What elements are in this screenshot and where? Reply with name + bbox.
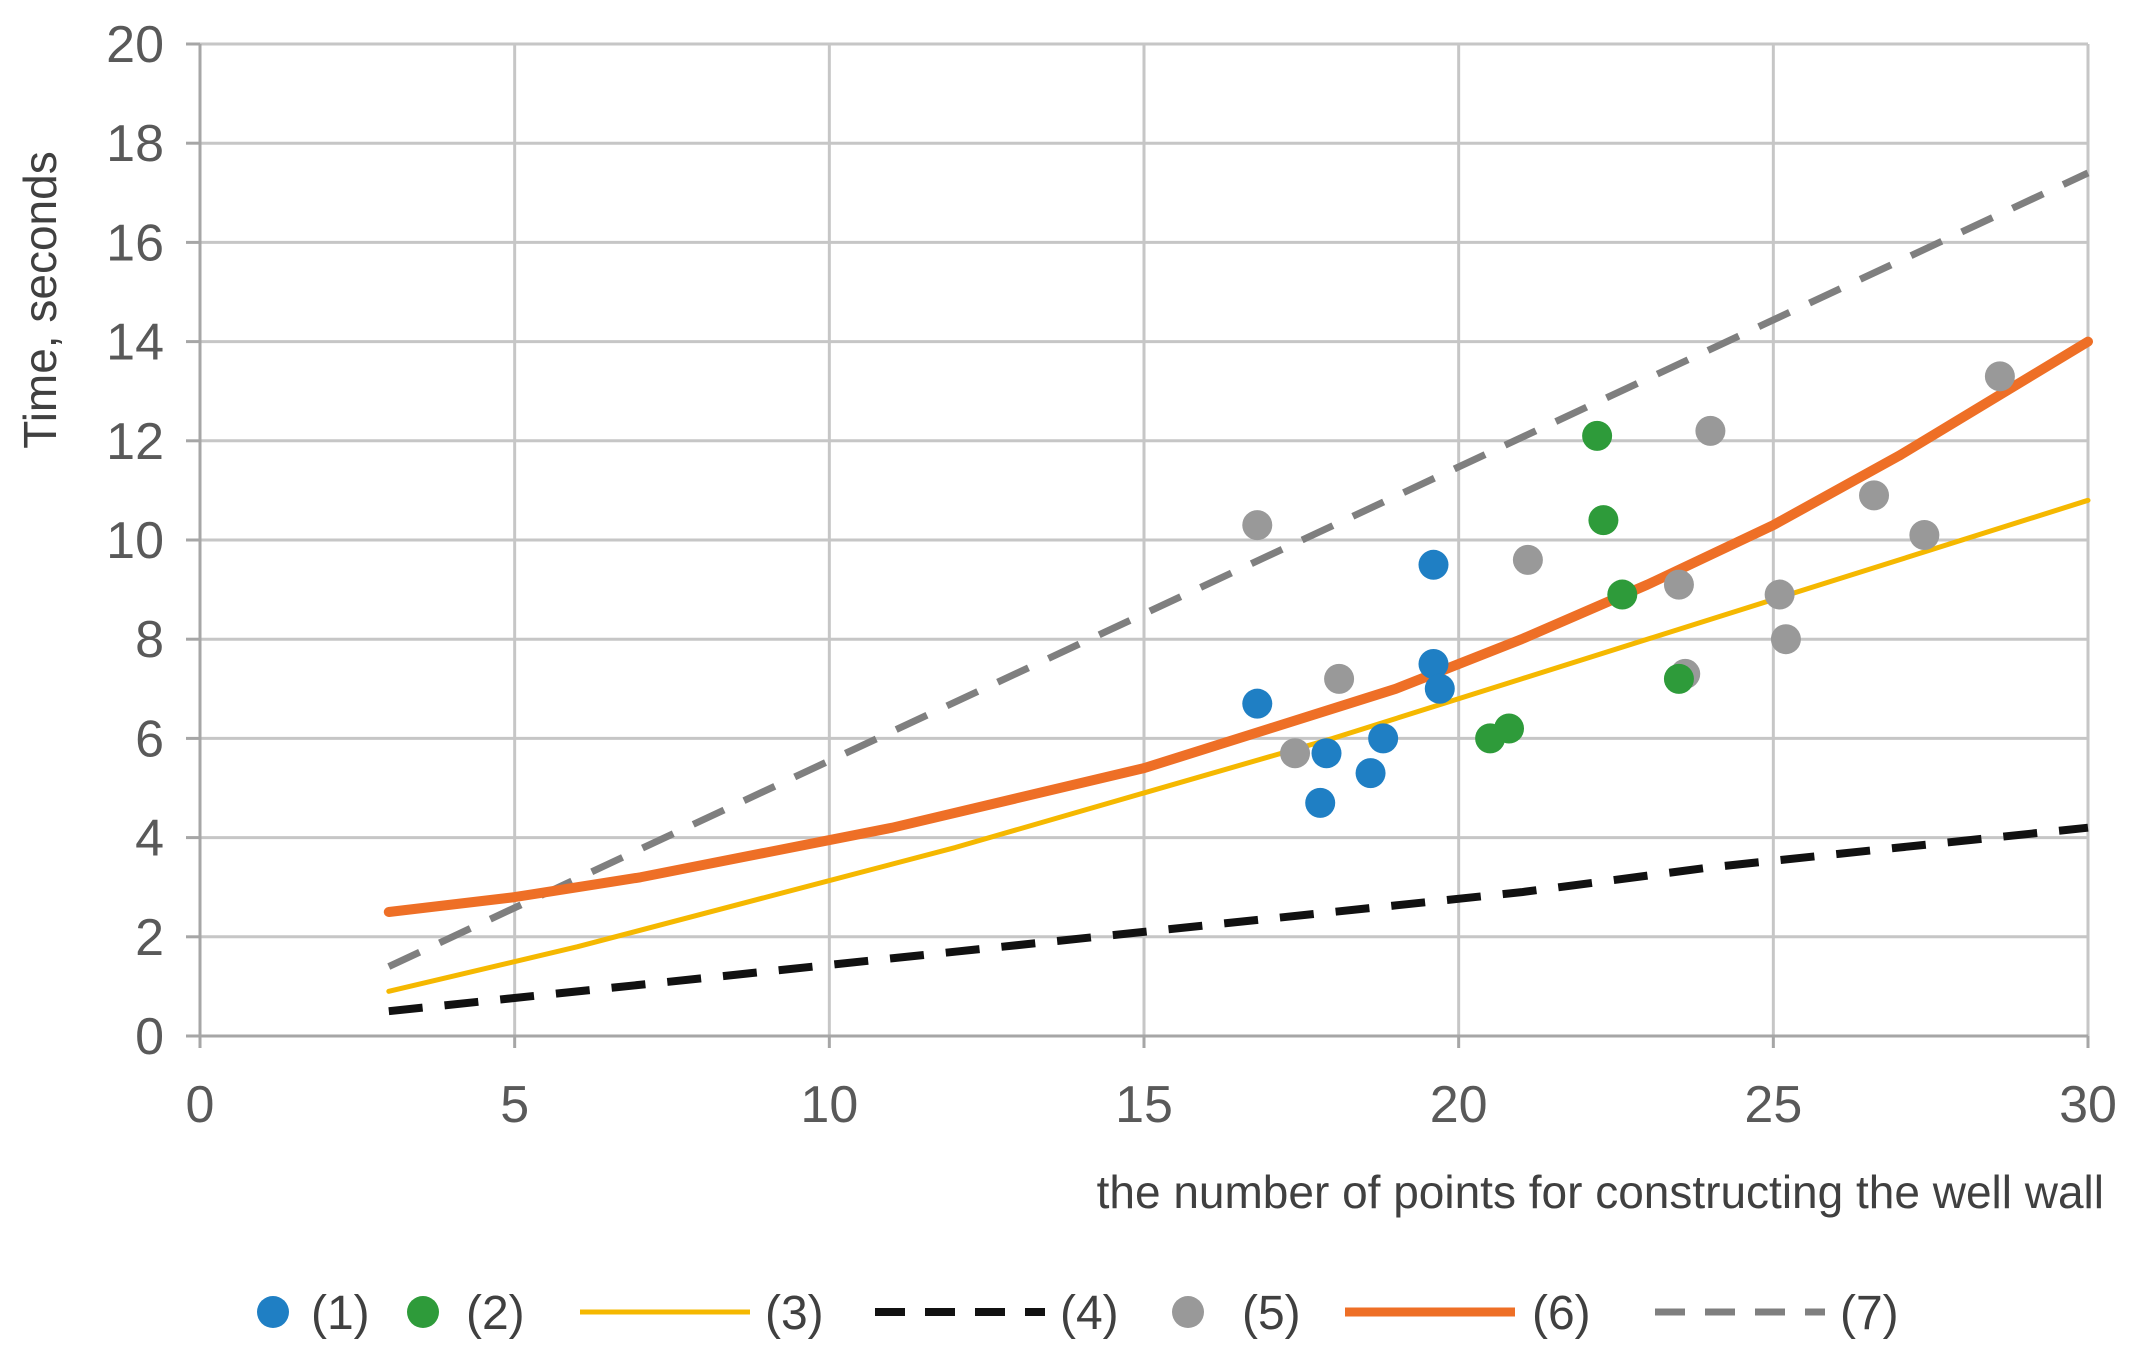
x-axis-title: the number of points for constructing th…: [1097, 1166, 2104, 1218]
legend-label-3: (3): [765, 1287, 824, 1340]
x-tick-label-30: 30: [2059, 1076, 2117, 1134]
legend-label-1: (1): [311, 1287, 370, 1340]
series-5-point-4: [1512, 544, 1543, 575]
y-tick-label-12: 12: [106, 413, 164, 471]
series-2-point-4: [1663, 663, 1694, 694]
series-2-points: [1475, 420, 1694, 754]
legend-label-5: (5): [1242, 1287, 1301, 1340]
axes: [186, 42, 2090, 1048]
series-4-line: [388, 823, 2089, 1016]
series-1-point-4: [1355, 758, 1386, 789]
legend-marker-2: [407, 1296, 439, 1328]
y-tick-label-8: 8: [135, 611, 164, 669]
series-2-point-1: [1582, 420, 1613, 451]
legend-label-4: (4): [1060, 1287, 1119, 1340]
legend-marker-5: [1172, 1296, 1204, 1328]
y-tick-label-18: 18: [106, 115, 164, 173]
series-2-point-3: [1607, 579, 1638, 610]
series-5-point-8: [1764, 579, 1795, 610]
series-5-point-12: [1984, 361, 2015, 392]
y-tick-label-2: 2: [135, 909, 164, 967]
series-3-line: [386, 497, 2091, 994]
series-2-point-2: [1588, 505, 1619, 536]
plot-area: [383, 169, 2093, 1016]
x-tick-label-5: 5: [500, 1076, 529, 1134]
series-1-point-6: [1418, 549, 1449, 580]
series-5-point-9: [1770, 624, 1801, 655]
series-5-point-7: [1695, 415, 1726, 446]
y-tick-label-14: 14: [106, 314, 164, 372]
y-tick-label-0: 0: [135, 1008, 164, 1066]
grid: [198, 42, 2090, 1038]
x-tick-label-15: 15: [1115, 1076, 1173, 1134]
series-5-point-10: [1859, 480, 1890, 511]
y-tick-label-20: 20: [106, 16, 164, 74]
legend-label-2: (2): [466, 1287, 525, 1340]
series-1-point-2: [1305, 787, 1336, 818]
series-1-point-3: [1311, 738, 1342, 769]
series-1-point-8: [1424, 673, 1455, 704]
series-6-line: [383, 336, 2093, 917]
legend-label-7: (7): [1840, 1287, 1899, 1340]
series-5-point-3: [1324, 663, 1355, 694]
tick-labels: 0 5 10 15 20 25 30 0 2 4 6 8 10 12 14 16 18 20: [106, 16, 2117, 1134]
legend-label-6: (6): [1532, 1287, 1591, 1340]
series-1-points: [1242, 549, 1455, 818]
series-5-point-1: [1242, 510, 1273, 541]
x-tick-label-0: 0: [186, 1076, 215, 1134]
y-tick-label-16: 16: [106, 214, 164, 272]
y-tick-label-6: 6: [135, 710, 164, 768]
series-2-point-6: [1494, 713, 1525, 744]
x-tick-label-20: 20: [1430, 1076, 1488, 1134]
y-tick-label-4: 4: [135, 810, 164, 868]
series-5-point-5: [1663, 569, 1694, 600]
series-1-point-1: [1242, 688, 1273, 719]
series-1-point-5: [1368, 723, 1399, 754]
legend: (1) (2) (3) (4) (5) (6) (7): [257, 1287, 1899, 1340]
series-5-points: [1242, 361, 2015, 769]
x-tick-label-25: 25: [1744, 1076, 1802, 1134]
series-7-line: [387, 169, 2090, 970]
y-axis-title: Time, seconds: [14, 151, 66, 448]
y-tick-label-10: 10: [106, 512, 164, 570]
legend-marker-1: [257, 1296, 289, 1328]
series-5-point-11: [1909, 520, 1940, 551]
series-5-point-2: [1280, 738, 1311, 769]
series-1-point-7: [1418, 649, 1449, 679]
x-tick-label-10: 10: [800, 1076, 858, 1134]
